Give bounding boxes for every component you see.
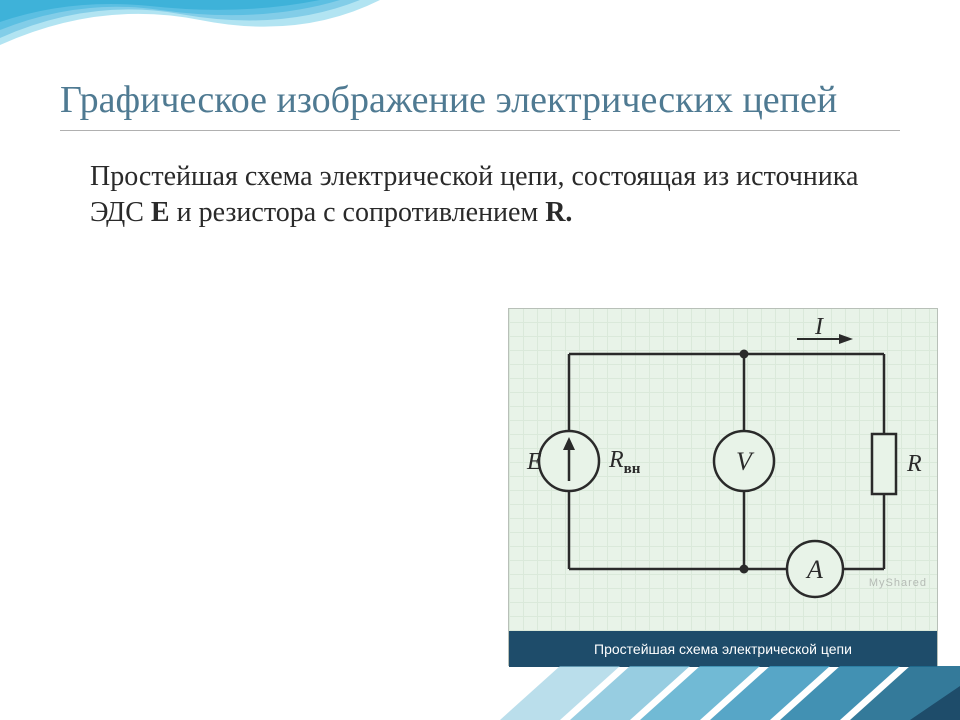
slide-title: Графическое изображение электрических це…: [0, 0, 960, 130]
resistor-rect: [872, 434, 896, 494]
body-text-mid: и резистора с сопротивлением: [170, 197, 546, 228]
resistor-label: R: [906, 451, 922, 477]
current-label: I: [814, 314, 824, 340]
body-resistance-symbol: R.: [545, 197, 572, 228]
diagram-caption: Простейшая схема электрической цепи: [509, 631, 937, 667]
node-bottom-junction: [740, 565, 749, 574]
emf-label: E: [526, 449, 542, 475]
circuit-diagram: E Rвн V A R I MyShared: [509, 309, 937, 631]
bottom-stripe-decoration: [0, 666, 960, 720]
watermark-text: MyShared: [869, 577, 927, 589]
body-emf-symbol: Е: [151, 197, 170, 228]
current-arrow-head: [839, 334, 853, 344]
ammeter-label: A: [805, 555, 823, 584]
circuit-diagram-container: E Rвн V A R I MyShared Простейшая схема …: [508, 308, 938, 666]
node-top-junction: [740, 350, 749, 359]
rvn-label: Rвн: [608, 447, 641, 477]
slide-body-text: Простейшая схема электрической цепи, сос…: [0, 131, 960, 232]
